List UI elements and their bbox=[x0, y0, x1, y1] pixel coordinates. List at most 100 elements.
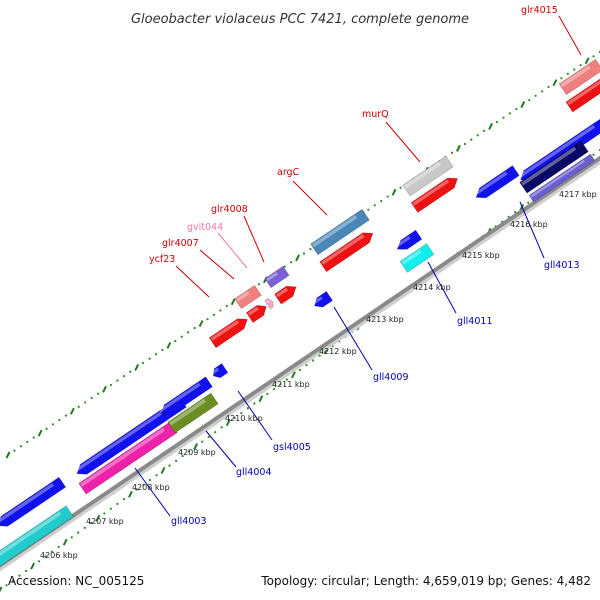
outer-track-major-tick bbox=[230, 298, 236, 306]
inner-track-minor-tick bbox=[70, 536, 73, 539]
gene-ycf23-arrow bbox=[208, 318, 248, 349]
callout-glr4007 bbox=[199, 249, 235, 280]
gene-gll4003-arrow-body bbox=[0, 476, 67, 527]
outer-track-minor-tick bbox=[483, 129, 486, 132]
outer-track-major-tick bbox=[198, 320, 204, 328]
inner-track-major-tick bbox=[291, 371, 296, 379]
gene-gll4009-arrow bbox=[312, 290, 333, 308]
callout-gll4011 bbox=[427, 261, 457, 314]
inner-track-minor-tick bbox=[24, 569, 28, 572]
outer-track-major-tick bbox=[584, 57, 590, 65]
gene-murQ-box-shine bbox=[404, 161, 442, 189]
inner-track-minor-tick bbox=[155, 474, 158, 477]
inner-track-minor-tick bbox=[318, 354, 321, 357]
gene-gsl4005-box bbox=[167, 392, 219, 434]
gene-gll4004-box-body bbox=[78, 421, 178, 495]
gene-glr4008-arrow-body bbox=[274, 285, 297, 305]
gene-label-ycf23[interactable]: ycf23 bbox=[149, 254, 175, 265]
tick-label-4214: 4214 kbp bbox=[413, 283, 451, 292]
gene-glr4007-arrow-body bbox=[245, 305, 267, 323]
gene-label-gll4013[interactable]: gll4013 bbox=[544, 260, 580, 271]
outer-track-major-tick bbox=[456, 144, 461, 152]
outer-track-minor-tick bbox=[142, 361, 145, 365]
outer-track-minor-tick bbox=[129, 370, 132, 373]
gene-label-glr4015[interactable]: glr4015 bbox=[521, 5, 558, 16]
inner-track-minor-tick bbox=[44, 555, 47, 558]
outer-track-minor-tick bbox=[225, 304, 228, 308]
outer-track-minor-tick bbox=[290, 261, 293, 264]
gene-gll4011-arrow-body bbox=[396, 229, 423, 250]
outer-track-minor-tick bbox=[309, 248, 312, 251]
outer-track-minor-tick bbox=[77, 405, 80, 408]
inner-track-minor-tick bbox=[142, 483, 145, 486]
inner-track-major-tick bbox=[519, 203, 525, 211]
outer-track-minor-tick bbox=[148, 357, 151, 360]
gene-label-gsl4005[interactable]: gsl4005 bbox=[273, 442, 311, 453]
gene-murQ-arrow bbox=[410, 177, 458, 213]
outer-track-major-tick bbox=[520, 101, 526, 109]
gene-label-gll4003[interactable]: gll4003 bbox=[171, 516, 207, 527]
gene-label-gll4004[interactable]: gll4004 bbox=[236, 467, 272, 478]
gene-gll4009-arrow-shine bbox=[312, 296, 323, 305]
inner-track-minor-tick bbox=[77, 531, 80, 534]
outer-track-minor-tick bbox=[367, 208, 370, 211]
gene-features bbox=[0, 58, 600, 571]
gene-glr4008-box bbox=[264, 265, 290, 289]
callout-argC bbox=[292, 180, 328, 216]
gene-gll4003-box-shine bbox=[0, 511, 62, 563]
gene-gll4013-box-body bbox=[519, 140, 589, 194]
inner-track-major-tick bbox=[258, 395, 264, 403]
outer-track-minor-tick bbox=[540, 90, 544, 93]
gene-label-gll4011[interactable]: gll4011 bbox=[457, 316, 493, 327]
gene-glr4008-box-body bbox=[264, 265, 290, 289]
tick-label-4207: 4207 kbp bbox=[86, 517, 124, 526]
outer-track-minor-tick bbox=[96, 392, 100, 395]
outer-track-minor-tick bbox=[495, 120, 499, 124]
outer-track-minor-tick bbox=[566, 72, 569, 76]
inner-track-minor-tick bbox=[83, 526, 86, 529]
gene-label-gvit044[interactable]: gvit044 bbox=[187, 222, 223, 233]
tick-label-4216: 4216 kbp bbox=[510, 220, 548, 229]
inner-track-major-tick bbox=[95, 514, 101, 522]
inner-track-minor-tick bbox=[266, 392, 269, 396]
gene-label-gll4009[interactable]: gll4009 bbox=[373, 372, 409, 383]
callout-glr4008 bbox=[243, 215, 265, 263]
outer-track-major-tick bbox=[391, 188, 397, 196]
gene-ycf23-arrow-body bbox=[208, 318, 248, 349]
outer-track-minor-tick bbox=[257, 283, 261, 286]
inner-track-minor-tick bbox=[246, 407, 249, 410]
gene-label-murQ[interactable]: murQ bbox=[362, 109, 389, 120]
gene-label-glr4008[interactable]: glr4008 bbox=[211, 204, 248, 215]
gene-gll4011-box-body bbox=[399, 243, 435, 273]
gene-gll4013-arrow bbox=[474, 165, 520, 199]
outer-track-major-tick bbox=[5, 451, 11, 459]
gene-glr4007-arrow-shine bbox=[247, 306, 259, 316]
gene-gll4013-arrow-body bbox=[475, 165, 520, 199]
gene-glr4015-box bbox=[558, 58, 600, 96]
inner-track-minor-tick bbox=[207, 435, 210, 439]
outer-track-minor-tick bbox=[219, 309, 222, 312]
inner-track-minor-tick bbox=[233, 416, 236, 419]
inner-track-minor-tick bbox=[122, 498, 126, 501]
gene-gvit044-arrow-shine bbox=[266, 299, 270, 304]
inner-track-minor-tick bbox=[592, 153, 595, 156]
gene-murQ-box bbox=[402, 155, 454, 197]
outer-track-minor-tick bbox=[84, 401, 87, 404]
outer-track-major-tick bbox=[295, 254, 300, 262]
outer-track-minor-tick bbox=[206, 318, 209, 321]
inner-track-minor-tick bbox=[201, 440, 204, 443]
inner-track-minor-tick bbox=[311, 359, 315, 362]
accession-text: Accession: NC_005125 bbox=[8, 574, 144, 588]
gene-gll4004-box-shine bbox=[80, 427, 166, 487]
gene-4006-arrow-shine bbox=[211, 367, 220, 375]
genome-backbone bbox=[0, 155, 600, 572]
callout-gll4009 bbox=[333, 306, 373, 371]
outer-track-minor-tick bbox=[283, 265, 286, 268]
callout-ycf23 bbox=[175, 265, 210, 298]
gene-label-argC[interactable]: argC bbox=[277, 167, 300, 178]
gene-label-glr4007[interactable]: glr4007 bbox=[162, 238, 199, 249]
gene-4006-arrow bbox=[211, 363, 229, 379]
gene-4006-arrow-body bbox=[212, 363, 229, 379]
